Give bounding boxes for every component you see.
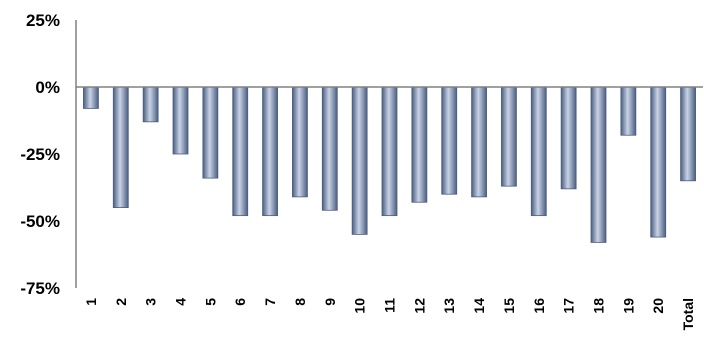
bar	[411, 86, 428, 203]
bar	[172, 86, 189, 155]
x-category-label: 8	[292, 298, 308, 306]
y-tick-label: 0%	[35, 78, 60, 97]
bar	[83, 86, 99, 109]
x-category-label: 3	[143, 298, 159, 306]
bar	[351, 86, 368, 235]
x-category-label: 5	[202, 298, 218, 306]
bar	[202, 86, 219, 179]
x-category-label: Total	[680, 298, 696, 330]
bar	[292, 86, 308, 198]
x-category-label: 15	[501, 298, 517, 314]
bar	[650, 86, 667, 238]
x-category-label: 14	[471, 298, 487, 314]
bar	[112, 86, 129, 208]
bar	[530, 86, 547, 217]
bar	[232, 86, 249, 217]
bar	[620, 86, 637, 136]
bars	[83, 86, 696, 243]
x-category-label: 2	[113, 298, 129, 306]
bar	[590, 86, 607, 243]
x-category-label: 19	[620, 298, 636, 314]
x-category-label: 18	[591, 298, 607, 314]
x-axis-category-labels: 1 2 3 4 5 6 7 8 9 10 11 12 13 14 15 16 17 18 19 20 Total	[83, 298, 696, 331]
x-category-label: 16	[531, 298, 547, 314]
x-category-label: 12	[411, 298, 427, 314]
x-category-label: 9	[322, 298, 338, 306]
bar	[441, 86, 458, 195]
bar	[680, 86, 696, 182]
y-tick-label: -25%	[20, 145, 60, 164]
x-category-label: 10	[352, 298, 368, 314]
y-axis-tick-labels: 25% 0% -25% -50% -75%	[20, 11, 60, 298]
bar	[471, 86, 487, 198]
x-category-label: 17	[561, 298, 577, 314]
bar	[560, 86, 577, 190]
x-category-label: 20	[650, 298, 666, 314]
x-category-label: 1	[83, 298, 99, 306]
x-category-label: 11	[382, 298, 398, 313]
x-category-label: 4	[173, 298, 189, 306]
bar	[381, 86, 398, 217]
x-category-label: 7	[262, 298, 278, 306]
bar	[142, 86, 159, 123]
y-tick-label: -50%	[20, 212, 60, 231]
y-tick-label: -75%	[20, 279, 60, 298]
bar	[321, 86, 338, 211]
y-tick-label: 25%	[26, 11, 60, 30]
bar	[262, 86, 278, 217]
bar	[501, 86, 517, 187]
x-category-label: 6	[232, 298, 248, 306]
x-category-label: 13	[441, 298, 457, 314]
